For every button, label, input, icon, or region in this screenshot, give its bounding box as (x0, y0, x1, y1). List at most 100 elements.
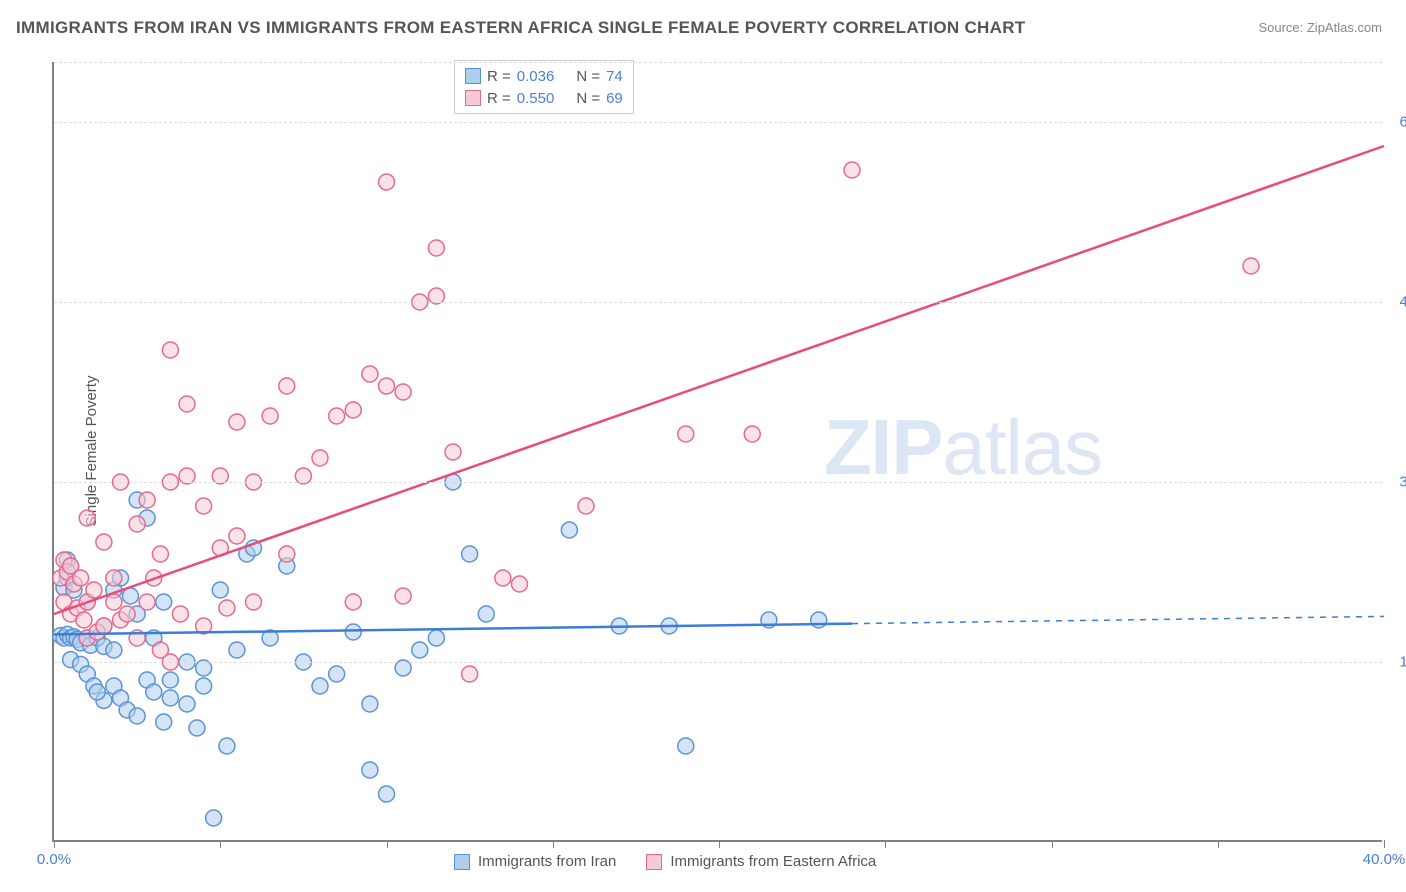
scatter-point (561, 522, 577, 538)
x-tick (1052, 840, 1053, 848)
legend-item-0: Immigrants from Iran (454, 853, 616, 870)
chart-title: IMMIGRANTS FROM IRAN VS IMMIGRANTS FROM … (16, 18, 1025, 38)
x-tick (885, 840, 886, 848)
scatter-point (73, 570, 89, 586)
scatter-point (362, 366, 378, 382)
scatter-point (206, 810, 222, 826)
scatter-point (229, 414, 245, 430)
legend-item-1: Immigrants from Eastern Africa (646, 853, 876, 870)
scatter-point (345, 402, 361, 418)
legend-bottom-swatch-0 (454, 854, 470, 870)
scatter-point (229, 528, 245, 544)
scatter-point (96, 534, 112, 550)
scatter-point (122, 588, 138, 604)
x-tick (719, 840, 720, 848)
scatter-point (189, 720, 205, 736)
series-label-0: Immigrants from Iran (478, 853, 616, 870)
scatter-point (162, 672, 178, 688)
scatter-point (129, 516, 145, 532)
y-tick-label: 45.0% (1399, 294, 1406, 311)
scatter-point (744, 426, 760, 442)
scatter-point (146, 684, 162, 700)
regression-line (54, 146, 1384, 614)
scatter-point (179, 696, 195, 712)
y-tick-label: 30.0% (1399, 474, 1406, 491)
scatter-point (678, 738, 694, 754)
scatter-point (86, 582, 102, 598)
scatter-point (428, 630, 444, 646)
scatter-point (262, 408, 278, 424)
scatter-point (129, 708, 145, 724)
scatter-point (139, 594, 155, 610)
scatter-point (119, 606, 135, 622)
scatter-point (156, 594, 172, 610)
x-tick (1384, 840, 1385, 848)
scatter-point (219, 738, 235, 754)
x-tick (1218, 840, 1219, 848)
regression-line (54, 624, 852, 635)
scatter-point (312, 678, 328, 694)
scatter-point (246, 594, 262, 610)
legend-series: Immigrants from Iran Immigrants from Eas… (454, 853, 876, 870)
x-tick (220, 840, 221, 848)
scatter-point (329, 408, 345, 424)
scatter-point (811, 612, 827, 628)
chart-svg (54, 62, 1382, 840)
legend-bottom-swatch-1 (646, 854, 662, 870)
scatter-point (219, 600, 235, 616)
gridline (54, 662, 1382, 663)
scatter-point (79, 510, 95, 526)
scatter-point (96, 618, 112, 634)
legend-stats-row-0: R = 0.036 N = 74 (465, 65, 623, 87)
r-value-0: 0.036 (517, 68, 555, 85)
scatter-point (156, 714, 172, 730)
scatter-point (379, 786, 395, 802)
gridline (54, 122, 1382, 123)
scatter-point (1243, 258, 1259, 274)
series-label-1: Immigrants from Eastern Africa (670, 853, 876, 870)
scatter-point (196, 678, 212, 694)
scatter-point (512, 576, 528, 592)
r-value-1: 0.550 (517, 90, 555, 107)
x-tick (54, 840, 55, 848)
gridline (54, 482, 1382, 483)
scatter-point (329, 666, 345, 682)
legend-swatch-1 (465, 90, 481, 106)
legend-stats-row-1: R = 0.550 N = 69 (465, 87, 623, 109)
scatter-point (462, 666, 478, 682)
scatter-point (162, 342, 178, 358)
legend-swatch-0 (465, 68, 481, 84)
scatter-point (395, 588, 411, 604)
scatter-point (89, 684, 105, 700)
x-tick (387, 840, 388, 848)
r-label-1: R = (487, 90, 511, 107)
scatter-point (462, 546, 478, 562)
regression-line-ext (852, 616, 1384, 623)
scatter-point (578, 498, 594, 514)
n-label-1: N = (576, 90, 600, 107)
x-tick (553, 840, 554, 848)
scatter-point (412, 642, 428, 658)
scatter-point (106, 570, 122, 586)
scatter-point (345, 624, 361, 640)
n-label-0: N = (576, 68, 600, 85)
scatter-point (106, 594, 122, 610)
legend-stats: R = 0.036 N = 74 R = 0.550 N = 69 (454, 60, 634, 114)
scatter-point (844, 162, 860, 178)
scatter-point (395, 384, 411, 400)
y-tick-label: 15.0% (1399, 654, 1406, 671)
scatter-point (139, 492, 155, 508)
scatter-point (478, 606, 494, 622)
scatter-point (678, 426, 694, 442)
scatter-point (495, 570, 511, 586)
x-tick-label: 0.0% (37, 851, 71, 868)
scatter-point (379, 378, 395, 394)
scatter-point (279, 378, 295, 394)
scatter-point (162, 690, 178, 706)
scatter-point (212, 582, 228, 598)
n-value-1: 69 (606, 90, 623, 107)
n-value-0: 74 (606, 68, 623, 85)
scatter-point (279, 546, 295, 562)
source-label: Source: ZipAtlas.com (1258, 20, 1382, 35)
scatter-point (152, 546, 168, 562)
